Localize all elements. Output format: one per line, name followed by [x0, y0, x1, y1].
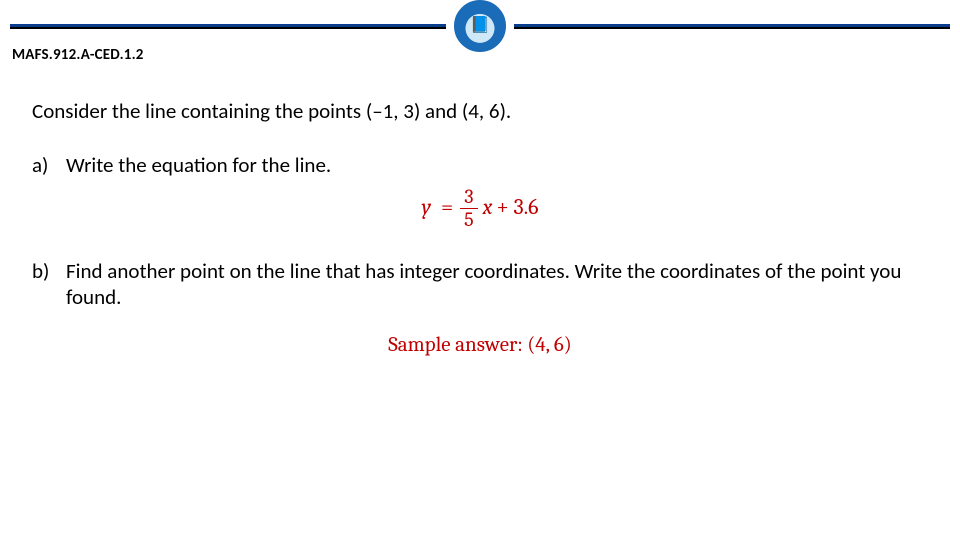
- equals-sign: =: [441, 194, 453, 222]
- part-a-answer: y = 3 5 x + 3.6: [32, 187, 928, 230]
- slide-content: Consider the line containing the points …: [32, 98, 928, 358]
- logo-circle: 📘: [454, 0, 506, 52]
- part-a-label: a): [32, 152, 66, 178]
- part-b-label: b): [32, 258, 66, 311]
- numerator: 3: [460, 187, 477, 209]
- problem-prompt: Consider the line containing the points …: [32, 98, 928, 124]
- header-bar: 📘: [10, 22, 950, 30]
- standard-code: MAFS.912.A-CED.1.2: [12, 46, 144, 64]
- book-icon: 📘: [470, 18, 490, 34]
- part-b: b) Find another point on the line that h…: [32, 258, 928, 311]
- logo-badge: 📘: [452, 0, 508, 54]
- header-rule-left: [10, 24, 446, 29]
- fraction: 3 5: [460, 187, 478, 230]
- part-a-text: Write the equation for the line.: [66, 152, 928, 178]
- variable-x: x: [483, 194, 493, 222]
- header-rule-right: [514, 24, 950, 29]
- part-a: a) Write the equation for the line.: [32, 152, 928, 178]
- sample-answer-label: Sample answer:: [388, 333, 522, 357]
- part-b-answer: Sample answer: (4, 6): [32, 332, 928, 358]
- sample-answer-point: (4, 6): [527, 333, 572, 357]
- denominator: 5: [460, 209, 478, 230]
- lhs-var: y: [421, 194, 430, 220]
- equation-lhs: y: [421, 194, 430, 222]
- equation-tail: + 3.6: [496, 194, 538, 222]
- part-b-text: Find another point on the line that has …: [66, 258, 928, 311]
